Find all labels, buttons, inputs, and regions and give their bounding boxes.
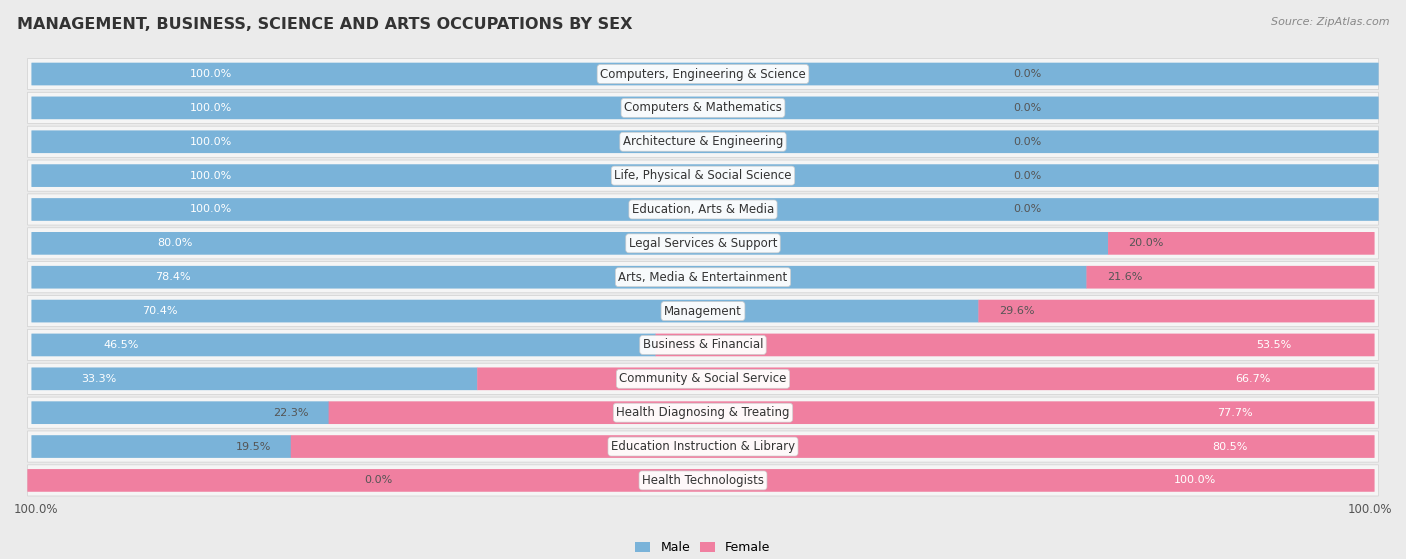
FancyBboxPatch shape (28, 92, 1378, 124)
Text: 100.0%: 100.0% (1347, 503, 1392, 516)
FancyBboxPatch shape (31, 435, 291, 458)
FancyBboxPatch shape (31, 164, 1379, 187)
Text: 0.0%: 0.0% (1014, 170, 1042, 181)
FancyBboxPatch shape (31, 334, 657, 356)
Text: 53.5%: 53.5% (1257, 340, 1292, 350)
FancyBboxPatch shape (28, 59, 1378, 89)
Text: 100.0%: 100.0% (190, 170, 232, 181)
Text: 100.0%: 100.0% (1174, 475, 1216, 485)
FancyBboxPatch shape (28, 126, 1378, 157)
Text: Life, Physical & Social Science: Life, Physical & Social Science (614, 169, 792, 182)
Text: 100.0%: 100.0% (190, 103, 232, 113)
FancyBboxPatch shape (291, 435, 1375, 458)
FancyBboxPatch shape (31, 130, 1379, 153)
FancyBboxPatch shape (28, 431, 1378, 462)
Legend: Male, Female: Male, Female (630, 536, 776, 559)
Text: 22.3%: 22.3% (273, 408, 308, 418)
FancyBboxPatch shape (655, 334, 1375, 356)
Text: Business & Financial: Business & Financial (643, 338, 763, 352)
Text: 80.5%: 80.5% (1212, 442, 1249, 452)
Text: Source: ZipAtlas.com: Source: ZipAtlas.com (1271, 17, 1389, 27)
FancyBboxPatch shape (28, 363, 1378, 395)
Text: 0.0%: 0.0% (364, 475, 392, 485)
Text: 80.0%: 80.0% (157, 238, 193, 248)
FancyBboxPatch shape (31, 232, 1108, 255)
Text: 100.0%: 100.0% (14, 503, 59, 516)
Text: 78.4%: 78.4% (155, 272, 190, 282)
Text: 29.6%: 29.6% (998, 306, 1035, 316)
FancyBboxPatch shape (27, 469, 1375, 492)
FancyBboxPatch shape (31, 198, 1379, 221)
Text: 70.4%: 70.4% (142, 306, 177, 316)
FancyBboxPatch shape (477, 367, 1375, 390)
FancyBboxPatch shape (329, 401, 1375, 424)
Text: Community & Social Service: Community & Social Service (619, 372, 787, 385)
Text: 0.0%: 0.0% (1014, 103, 1042, 113)
FancyBboxPatch shape (28, 194, 1378, 225)
Text: 20.0%: 20.0% (1129, 238, 1164, 248)
Text: 100.0%: 100.0% (190, 137, 232, 147)
Text: 21.6%: 21.6% (1107, 272, 1142, 282)
FancyBboxPatch shape (31, 266, 1087, 288)
FancyBboxPatch shape (31, 97, 1379, 119)
FancyBboxPatch shape (28, 262, 1378, 293)
FancyBboxPatch shape (28, 228, 1378, 259)
FancyBboxPatch shape (28, 160, 1378, 191)
FancyBboxPatch shape (31, 401, 329, 424)
FancyBboxPatch shape (28, 397, 1378, 428)
Text: 66.7%: 66.7% (1234, 374, 1270, 384)
FancyBboxPatch shape (979, 300, 1375, 323)
FancyBboxPatch shape (31, 300, 979, 323)
Text: 77.7%: 77.7% (1216, 408, 1253, 418)
FancyBboxPatch shape (28, 329, 1378, 361)
Text: Management: Management (664, 305, 742, 318)
Text: 33.3%: 33.3% (82, 374, 117, 384)
FancyBboxPatch shape (1108, 232, 1375, 255)
Text: Computers & Mathematics: Computers & Mathematics (624, 101, 782, 115)
Text: 0.0%: 0.0% (1014, 137, 1042, 147)
Text: 46.5%: 46.5% (103, 340, 138, 350)
Text: 19.5%: 19.5% (235, 442, 271, 452)
Text: Arts, Media & Entertainment: Arts, Media & Entertainment (619, 271, 787, 284)
FancyBboxPatch shape (31, 367, 478, 390)
Text: Health Technologists: Health Technologists (643, 474, 763, 487)
Text: MANAGEMENT, BUSINESS, SCIENCE AND ARTS OCCUPATIONS BY SEX: MANAGEMENT, BUSINESS, SCIENCE AND ARTS O… (17, 17, 633, 32)
FancyBboxPatch shape (1087, 266, 1375, 288)
Text: Health Diagnosing & Treating: Health Diagnosing & Treating (616, 406, 790, 419)
Text: Education Instruction & Library: Education Instruction & Library (612, 440, 794, 453)
FancyBboxPatch shape (31, 63, 1379, 86)
Text: 100.0%: 100.0% (190, 69, 232, 79)
Text: Computers, Engineering & Science: Computers, Engineering & Science (600, 68, 806, 80)
Text: 0.0%: 0.0% (1014, 205, 1042, 215)
Text: 0.0%: 0.0% (1014, 69, 1042, 79)
Text: 100.0%: 100.0% (190, 205, 232, 215)
Text: Legal Services & Support: Legal Services & Support (628, 237, 778, 250)
FancyBboxPatch shape (28, 296, 1378, 326)
Text: Architecture & Engineering: Architecture & Engineering (623, 135, 783, 148)
Text: Education, Arts & Media: Education, Arts & Media (631, 203, 775, 216)
FancyBboxPatch shape (28, 465, 1378, 496)
